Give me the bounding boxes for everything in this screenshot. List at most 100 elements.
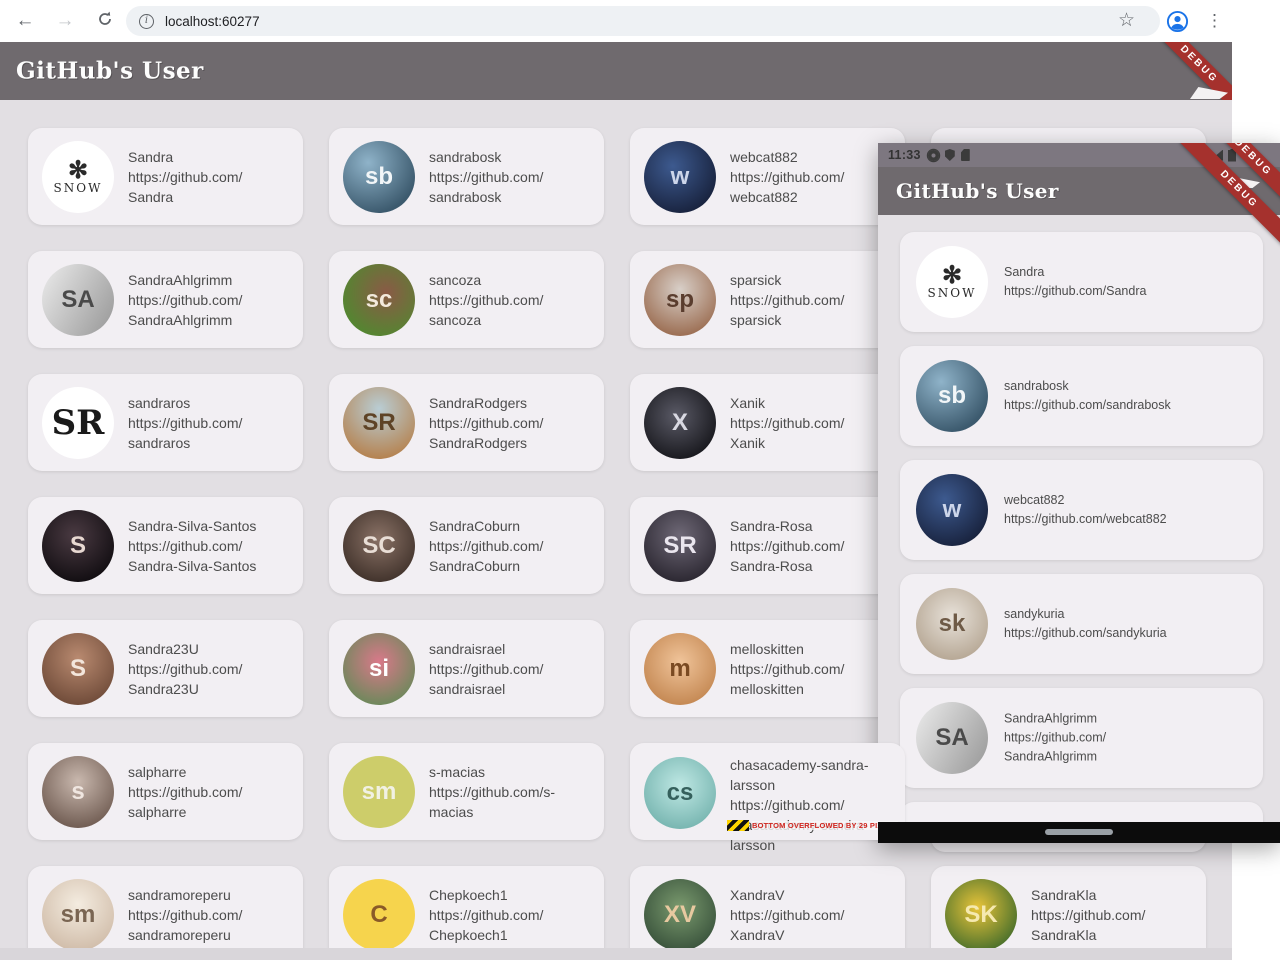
avatar-glyph: si (368, 654, 389, 682)
user-name: webcat882 (730, 148, 798, 165)
phone-user-list: ✻ SNOW Sandra https://github.com/Sandra s… (878, 215, 1280, 822)
avatar: sm (42, 878, 114, 951)
user-url: https://github.com/Sandra (1004, 284, 1147, 298)
user-name: sandramoreperu (128, 886, 231, 903)
user-name: sandrabosk (1004, 379, 1069, 393)
user-name: salpharre (128, 763, 187, 780)
user-card[interactable]: sk sandykuria https://github.com/sandykur… (900, 574, 1263, 674)
avatar: sb (916, 360, 988, 432)
avatar-glyph: SC (362, 531, 396, 559)
avatar-glyph: w (670, 162, 690, 190)
overflow-warning: BOTTOM OVERFLOWED BY 29 PIXELS (727, 820, 907, 831)
avatar-glyph: sc (365, 285, 393, 313)
user-name: melloskitten (730, 640, 804, 657)
avatar: XV (644, 878, 716, 951)
user-name: SandraAhlgrimm (1004, 711, 1098, 726)
user-card[interactable]: SC SandraCoburn https://github.com/ Sandr… (329, 497, 604, 594)
user-name: SandraRodgers (429, 394, 528, 411)
address-bar[interactable]: i localhost:60277 (126, 6, 1160, 36)
user-url: https://github.com/ sandraisrael (429, 660, 544, 697)
user-card[interactable]: SA SandraAhlgrimm https://github.com/ San… (900, 688, 1263, 788)
user-card[interactable]: w webcat882 https://github.com/webcat882 (900, 460, 1263, 560)
sim-icon (960, 149, 970, 161)
user-url: https://github.com/ sandraros (128, 414, 243, 451)
menu-icon[interactable]: ⋮ (1206, 11, 1223, 30)
user-card[interactable]: sp sparsick https://github.com/ sparsick (630, 251, 905, 348)
forward-icon[interactable]: → (55, 10, 75, 31)
user-name: Sandra (128, 148, 174, 165)
user-card[interactable]: sm sandramoreperu https://github.com/ san… (28, 866, 303, 960)
user-card[interactable]: sb sandrabosk https://github.com/sandrabo… (900, 346, 1263, 446)
avatar-glyph: SA (61, 285, 95, 313)
avatar-glyph: s (71, 777, 85, 805)
user-name: Sandra-Rosa (730, 517, 813, 534)
avatar: SC (343, 509, 415, 582)
user-grid: ✻ SNOW Sandra https://github.com/ Sandra … (0, 100, 1232, 960)
user-name: Sandra-Silva-Santos (128, 517, 257, 534)
avatar: s (42, 755, 114, 828)
page-content: ✻ SNOW Sandra https://github.com/ Sandra … (0, 100, 1232, 960)
user-url: https://github.com/ Sandra-Silva-Santos (128, 537, 257, 574)
user-name: Xanik (730, 394, 766, 411)
user-name: sandraros (128, 394, 191, 411)
user-card[interactable]: sb sandrabosk https://github.com/ sandrab… (329, 128, 604, 225)
back-icon[interactable]: ← (15, 10, 35, 31)
home-indicator[interactable] (1045, 829, 1113, 835)
avatar-glyph: sk (938, 610, 966, 637)
user-url: https://github.com/ SandraCoburn (429, 537, 544, 574)
profile-icon[interactable] (1166, 10, 1189, 38)
user-url: https://github.com/ sandrabosk (429, 168, 544, 205)
gear-icon (927, 149, 939, 161)
avatar: cs (644, 757, 716, 829)
avatar: S (42, 632, 114, 705)
user-card[interactable]: ✻ SNOW Sandra https://github.com/Sandra (900, 232, 1263, 332)
reload-glyph (99, 11, 111, 25)
user-card[interactable]: ✻ SNOW Sandra https://github.com/ Sandra (28, 128, 303, 225)
user-card[interactable]: si sandraisrael https://github.com/ sandr… (329, 620, 604, 717)
address-url[interactable]: localhost:60277 (165, 13, 260, 29)
avatar: ✻ SNOW (916, 246, 988, 318)
user-card[interactable]: w webcat882 https://github.com/ webcat882 (630, 128, 905, 225)
reload-icon[interactable] (92, 10, 118, 36)
user-name: sandykuria (1004, 607, 1065, 621)
user-name: SandraAhlgrimm (128, 271, 233, 288)
user-card[interactable]: SK SandraKla https://github.com/ SandraKl… (931, 866, 1206, 960)
avatar-glyph: SK (964, 900, 998, 928)
user-name: SandraCoburn (429, 517, 521, 534)
user-url: https://github.com/ XandraV (730, 906, 845, 943)
avatar: sp (644, 263, 716, 336)
avatar-glyph: sb (937, 382, 966, 409)
bookmark-star-icon[interactable]: ☆ (1118, 10, 1136, 31)
user-card[interactable]: S Sandra23U https://github.com/ Sandra23U (28, 620, 303, 717)
avatar-glyph: sb (364, 162, 393, 190)
user-card[interactable]: sc sancoza https://github.com/ sancoza (329, 251, 604, 348)
user-card[interactable]: s salpharre https://github.com/ salpharre (28, 743, 303, 840)
user-card[interactable]: m melloskitten https://github.com/ mellos… (630, 620, 905, 717)
user-card[interactable]: SA SandraAhlgrimm https://github.com/ San… (28, 251, 303, 348)
avatar-caption: SNOW (927, 286, 977, 300)
avatar-glyph: w (942, 496, 962, 523)
user-card[interactable]: sm s-macias https://github.com/s- macias (329, 743, 604, 840)
avatar-glyph: ✻ (67, 156, 89, 184)
phone-bottom-bezel (878, 822, 1280, 843)
shield-icon (944, 149, 955, 161)
user-card[interactable]: SR SandraRodgers https://github.com/ Sand… (329, 374, 604, 471)
user-card[interactable]: C Chepkoech1 https://github.com/ Chepkoec… (329, 866, 604, 960)
info-icon[interactable]: i (139, 13, 154, 29)
user-name: sparsick (730, 271, 782, 288)
user-card[interactable]: X Xanik https://github.com/ Xanik (630, 374, 905, 471)
user-card-partial[interactable] (900, 802, 1263, 822)
avatar-glyph: sp (665, 285, 694, 313)
avatar: sk (916, 588, 988, 660)
user-card[interactable]: SR sandraros https://github.com/ sandraro… (28, 374, 303, 471)
user-card-overflowed[interactable]: cs chasacademy-sandra-larsson https://git… (630, 743, 907, 853)
user-card[interactable]: SR Sandra-Rosa https://github.com/ Sandra… (630, 497, 905, 594)
user-card[interactable]: S Sandra-Silva-Santos https://github.com/… (28, 497, 303, 594)
user-card[interactable]: XV XandraV https://github.com/ XandraV (630, 866, 905, 960)
user-url: https://github.com/ Xanik (730, 414, 845, 451)
avatar: SK (945, 878, 1017, 951)
avatar-glyph: SA (935, 724, 969, 751)
avatar: X (644, 386, 716, 459)
user-name: sandraisrael (429, 640, 506, 657)
user-name: Sandra (1004, 265, 1045, 279)
